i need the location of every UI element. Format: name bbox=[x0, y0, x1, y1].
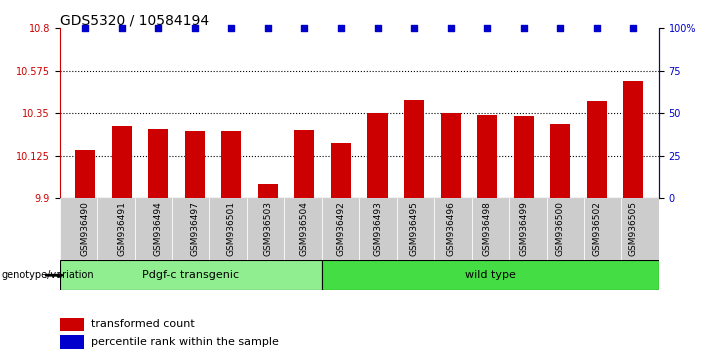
Bar bbox=[331, 143, 351, 354]
Point bbox=[518, 25, 529, 31]
Bar bbox=[148, 129, 168, 354]
Point bbox=[262, 25, 273, 31]
Bar bbox=[404, 100, 424, 354]
Text: GSM936501: GSM936501 bbox=[227, 201, 236, 256]
Bar bbox=[60, 198, 97, 260]
Point bbox=[628, 25, 639, 31]
Point bbox=[591, 25, 602, 31]
Text: GSM936491: GSM936491 bbox=[117, 201, 126, 256]
Point bbox=[445, 25, 456, 31]
Bar bbox=[472, 198, 509, 260]
Bar bbox=[60, 260, 322, 290]
Text: GSM936495: GSM936495 bbox=[409, 201, 418, 256]
Bar bbox=[97, 198, 135, 260]
Text: GSM936503: GSM936503 bbox=[264, 201, 273, 256]
Bar bbox=[60, 335, 84, 349]
Text: GSM936496: GSM936496 bbox=[446, 201, 455, 256]
Text: transformed count: transformed count bbox=[91, 319, 195, 329]
Bar bbox=[584, 198, 622, 260]
Bar bbox=[367, 113, 388, 354]
Point bbox=[554, 25, 566, 31]
Bar bbox=[550, 124, 571, 354]
Text: wild type: wild type bbox=[465, 270, 516, 280]
Bar bbox=[359, 198, 397, 260]
Bar bbox=[75, 150, 95, 354]
Bar bbox=[623, 81, 644, 354]
Bar bbox=[185, 131, 205, 354]
Point bbox=[79, 25, 90, 31]
Text: GSM936500: GSM936500 bbox=[556, 201, 565, 256]
Bar bbox=[247, 198, 285, 260]
Text: GSM936492: GSM936492 bbox=[336, 201, 346, 256]
Bar bbox=[135, 198, 172, 260]
Text: GSM936504: GSM936504 bbox=[300, 201, 309, 256]
Text: GSM936498: GSM936498 bbox=[483, 201, 491, 256]
Bar bbox=[547, 198, 584, 260]
Text: GSM936505: GSM936505 bbox=[629, 201, 638, 256]
Bar bbox=[60, 318, 84, 331]
Bar bbox=[397, 198, 434, 260]
Point bbox=[189, 25, 200, 31]
Bar bbox=[222, 131, 241, 354]
Bar bbox=[172, 198, 210, 260]
Text: GSM936494: GSM936494 bbox=[154, 201, 163, 256]
Point bbox=[372, 25, 383, 31]
Point bbox=[153, 25, 164, 31]
Text: GSM936502: GSM936502 bbox=[592, 201, 601, 256]
Bar bbox=[440, 113, 461, 354]
Bar bbox=[258, 184, 278, 354]
Text: GSM936497: GSM936497 bbox=[190, 201, 199, 256]
Bar bbox=[587, 101, 607, 354]
Point bbox=[409, 25, 420, 31]
Point bbox=[226, 25, 237, 31]
Text: GSM936493: GSM936493 bbox=[373, 201, 382, 256]
Bar bbox=[509, 198, 547, 260]
Bar bbox=[322, 198, 359, 260]
Text: percentile rank within the sample: percentile rank within the sample bbox=[91, 337, 279, 347]
Bar bbox=[111, 126, 132, 354]
Point bbox=[335, 25, 346, 31]
Bar bbox=[322, 260, 659, 290]
Text: GDS5320 / 10584194: GDS5320 / 10584194 bbox=[60, 13, 209, 27]
Point bbox=[482, 25, 493, 31]
Text: GSM936499: GSM936499 bbox=[519, 201, 529, 256]
Bar bbox=[477, 115, 497, 354]
Text: GSM936490: GSM936490 bbox=[81, 201, 90, 256]
Bar bbox=[294, 130, 315, 354]
Bar bbox=[514, 116, 533, 354]
Text: genotype/variation: genotype/variation bbox=[1, 270, 94, 280]
Bar bbox=[285, 198, 322, 260]
Bar bbox=[210, 198, 247, 260]
Text: Pdgf-c transgenic: Pdgf-c transgenic bbox=[142, 270, 239, 280]
Point bbox=[116, 25, 128, 31]
Point bbox=[299, 25, 310, 31]
Bar bbox=[434, 198, 472, 260]
Bar bbox=[622, 198, 659, 260]
